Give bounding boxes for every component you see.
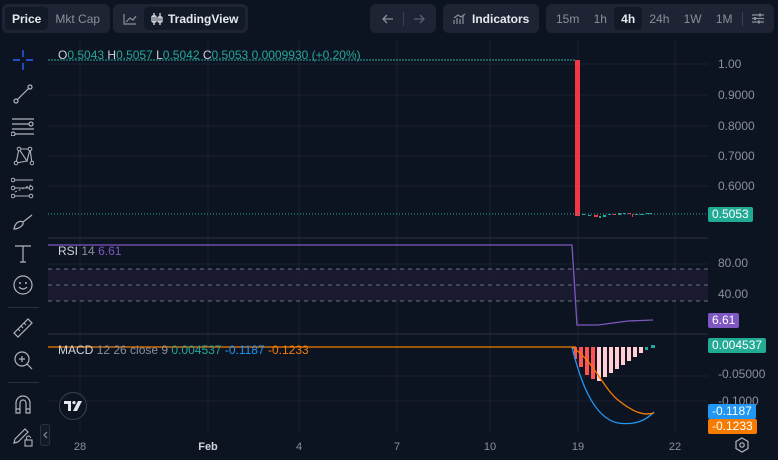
chart-settings-button[interactable] — [745, 7, 771, 30]
pattern-tool[interactable] — [11, 144, 35, 168]
timeframe-group: 15m 1h 4h 24h 1W 1M — [546, 4, 774, 33]
mkt-cap-toggle[interactable]: Mkt Cap — [55, 11, 101, 26]
magnet-tool[interactable] — [11, 392, 35, 416]
current-price-badge: 0.5053 — [708, 207, 753, 222]
tradingview-button[interactable]: TradingView — [144, 7, 246, 30]
axis-settings-button[interactable] — [734, 437, 750, 453]
arrow-right-icon — [413, 14, 425, 24]
line-chart-icon — [123, 13, 137, 25]
lock-drawing-tool[interactable] — [11, 424, 35, 448]
arrow-left-icon — [381, 14, 394, 24]
crosshair-icon — [12, 49, 34, 71]
indicators-icon — [453, 13, 466, 24]
tradingview-label: TradingView — [168, 11, 239, 26]
line-chart-button[interactable] — [116, 7, 144, 30]
history-group — [370, 4, 436, 33]
brush-tool[interactable] — [11, 208, 35, 232]
macd-badge: 0.004537 — [708, 338, 767, 353]
chart-canvas[interactable]: O0.5043 H0.5057 L0.5042 C0.5053 0.000993… — [48, 40, 708, 432]
zoom-in-icon — [12, 349, 34, 371]
zoom-in-tool[interactable] — [11, 348, 35, 372]
sliders-icon — [751, 13, 764, 24]
low-value: 0.5042 — [162, 48, 200, 62]
timeframe-15m[interactable]: 15m — [556, 11, 580, 26]
crosshair-tool[interactable] — [11, 48, 35, 72]
close-value: 0.5053 — [211, 48, 249, 62]
chart-type-group: TradingView — [113, 4, 249, 33]
timeframe-24h[interactable]: 24h — [649, 11, 670, 26]
ruler-icon — [12, 317, 34, 339]
pattern-icon — [12, 145, 34, 167]
candlestick-icon — [151, 12, 163, 25]
ohlc-legend: O0.5043 H0.5057 L0.5042 C0.5053 0.000993… — [58, 48, 361, 62]
brush-icon — [12, 209, 34, 231]
timeframe-1m[interactable]: 1M — [715, 11, 733, 26]
signal-value: -0.1187 — [224, 343, 265, 357]
drawing-toolbar — [0, 40, 50, 460]
change-value: 0.0009930 (+0.20%) — [251, 48, 361, 62]
gear-icon — [735, 437, 749, 453]
time-axis[interactable]: 28 Feb 4 7 10 19 22 — [73, 441, 682, 453]
text-tool[interactable] — [11, 241, 35, 265]
timeframe-4h[interactable]: 4h — [614, 7, 643, 30]
collapse-toolbar-button[interactable] — [40, 424, 50, 446]
divider — [402, 11, 404, 26]
chevron-left-icon — [42, 431, 48, 439]
top-toolbar: Price Mkt Cap TradingView — [0, 0, 778, 36]
fib-icon — [11, 177, 35, 199]
macd-value: 0.004537 — [171, 343, 222, 357]
tool-divider — [8, 307, 39, 308]
trend-line-tool[interactable] — [11, 82, 35, 106]
divider — [741, 11, 743, 26]
price-axis[interactable]: 1.00 0.9000 0.8000 0.7000 0.6000 80.00 4… — [718, 57, 766, 408]
horizontal-lines-tool[interactable] — [11, 113, 35, 137]
text-icon — [12, 242, 34, 264]
undo-button[interactable] — [375, 7, 401, 30]
rsi-badge: 6.61 — [708, 313, 740, 328]
trend-line-icon — [12, 83, 34, 105]
emoji-icon — [12, 274, 34, 296]
fib-tool[interactable] — [11, 176, 35, 200]
indicators-group: Indicators — [443, 4, 539, 33]
display-toggle: Price Mkt Cap — [2, 4, 111, 33]
hist-badge: -0.1233 — [708, 419, 757, 434]
rsi-value: 6.61 — [98, 244, 122, 258]
emoji-tool[interactable] — [11, 273, 35, 297]
macd-legend[interactable]: MACD 12 26 close 9 0.004537 -0.1187 -0.1… — [58, 343, 309, 357]
redo-button[interactable] — [406, 7, 432, 30]
hist-value: -0.1233 — [267, 343, 309, 357]
timeframe-1w[interactable]: 1W — [683, 11, 702, 26]
open-value: 0.5043 — [67, 48, 105, 62]
lock-drawing-icon — [12, 425, 34, 447]
tradingview-logo[interactable] — [59, 392, 87, 420]
magnet-icon — [12, 393, 34, 415]
high-value: 0.5057 — [116, 48, 153, 62]
indicators-label: Indicators — [472, 11, 530, 26]
ruler-tool[interactable] — [11, 316, 35, 340]
rsi-legend[interactable]: RSI 14 6.61 — [58, 244, 122, 258]
signal-badge: -0.1187 — [708, 404, 756, 419]
timeframe-1h[interactable]: 1h — [593, 11, 607, 26]
horizontal-lines-icon — [11, 114, 35, 136]
tradingview-logo-icon — [64, 401, 82, 411]
price-toggle[interactable]: Price — [5, 7, 49, 30]
tool-divider — [8, 382, 39, 383]
indicators-button[interactable]: Indicators — [446, 7, 536, 30]
